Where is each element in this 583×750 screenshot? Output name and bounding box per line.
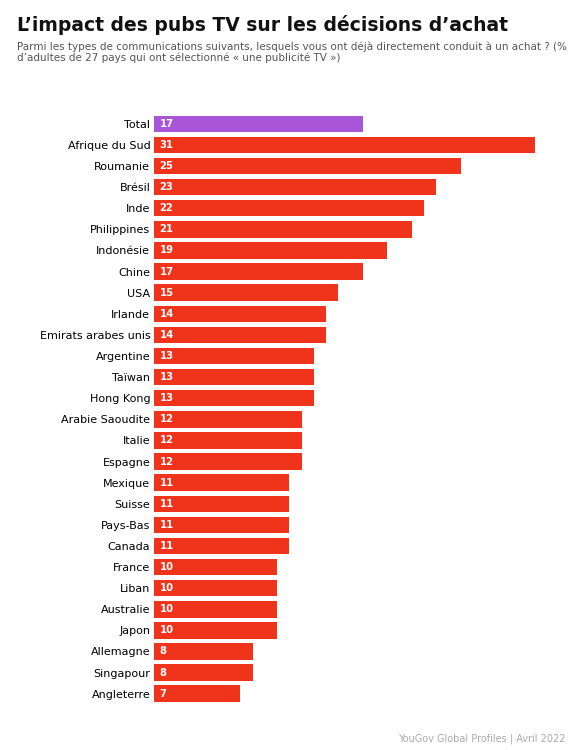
Text: 11: 11 (159, 499, 174, 508)
Bar (154, 284, 338, 301)
Text: 17: 17 (159, 266, 173, 277)
Bar (154, 496, 289, 512)
Text: 14: 14 (159, 309, 174, 319)
Text: 15: 15 (159, 288, 174, 298)
Bar (154, 136, 535, 153)
Text: 19: 19 (159, 245, 173, 256)
Bar (154, 305, 326, 322)
Text: 31: 31 (159, 140, 173, 150)
Text: 11: 11 (159, 478, 174, 488)
Text: 10: 10 (159, 584, 173, 593)
Text: 25: 25 (159, 161, 173, 171)
Text: d’adultes de 27 pays qui ont sélectionné « une publicité TV »): d’adultes de 27 pays qui ont sélectionné… (17, 53, 341, 63)
Bar (154, 644, 252, 660)
Bar (154, 580, 277, 596)
Bar (154, 538, 289, 554)
Text: 12: 12 (159, 414, 173, 424)
Bar (154, 200, 424, 217)
Bar (154, 686, 240, 702)
Bar (154, 369, 314, 386)
Text: 7: 7 (159, 688, 166, 699)
Text: 10: 10 (159, 562, 173, 572)
Bar (154, 263, 363, 280)
Bar (154, 348, 314, 364)
Text: Parmi les types de communications suivants, lesquels vous ont déjà directement c: Parmi les types de communications suivan… (17, 42, 567, 52)
Text: 10: 10 (159, 604, 173, 614)
Bar (154, 664, 252, 681)
Text: 10: 10 (159, 626, 173, 635)
Bar (154, 390, 314, 406)
Text: 8: 8 (159, 668, 166, 677)
Bar (154, 158, 461, 174)
Text: 13: 13 (159, 393, 173, 404)
Text: 22: 22 (159, 203, 173, 213)
Bar (154, 242, 388, 259)
Text: YouGov Global Profiles | Avril 2022: YouGov Global Profiles | Avril 2022 (398, 734, 566, 744)
Text: 17: 17 (159, 118, 173, 129)
Text: 11: 11 (159, 520, 174, 530)
Text: 14: 14 (159, 330, 174, 340)
Bar (154, 179, 437, 195)
Bar (154, 327, 326, 343)
Bar (154, 411, 301, 428)
Text: 21: 21 (159, 224, 173, 234)
Text: 12: 12 (159, 436, 173, 445)
Text: 23: 23 (159, 182, 173, 192)
Bar (154, 453, 301, 470)
Bar (154, 517, 289, 533)
Text: 8: 8 (159, 646, 166, 656)
Bar (154, 559, 277, 575)
Bar (154, 622, 277, 638)
Bar (154, 601, 277, 617)
Text: 13: 13 (159, 372, 173, 382)
Text: L’impact des pubs TV sur les décisions d’achat: L’impact des pubs TV sur les décisions d… (17, 15, 508, 35)
Text: 12: 12 (159, 457, 173, 466)
Text: 11: 11 (159, 541, 174, 551)
Bar (154, 432, 301, 448)
Text: 13: 13 (159, 351, 173, 361)
Bar (154, 221, 412, 238)
Bar (154, 116, 363, 132)
Bar (154, 475, 289, 490)
